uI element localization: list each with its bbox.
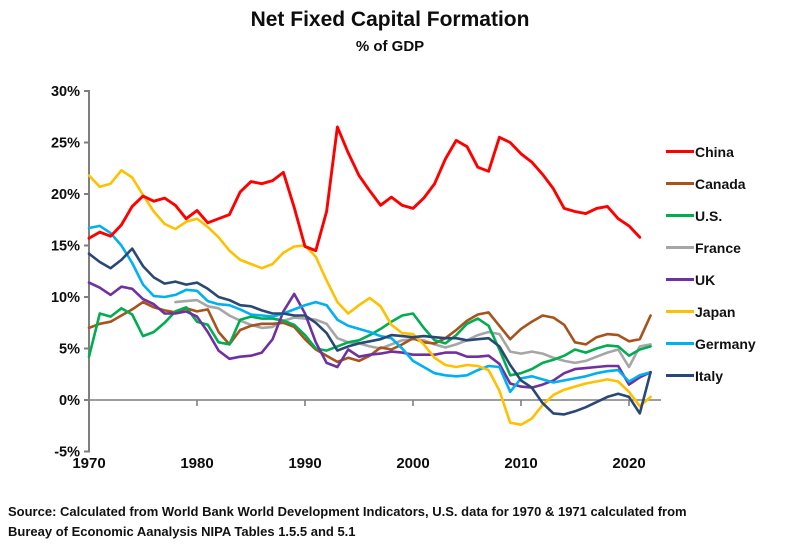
series-line-china bbox=[87, 125, 642, 253]
legend-line-swatch-china bbox=[666, 150, 694, 153]
x-axis-tick-label: 2000 bbox=[396, 455, 429, 472]
series-line-us bbox=[87, 305, 652, 377]
legend-item-japan: Japan bbox=[666, 301, 756, 322]
source-line-2: Bureay of Economic Aanalysis NIPA Tables… bbox=[8, 524, 356, 539]
legend-item-us: U.S. bbox=[666, 205, 756, 226]
legend-line-swatch-italy bbox=[666, 374, 694, 377]
chart-subtitle: % of GDP bbox=[355, 38, 425, 55]
legend-label-china: China bbox=[695, 143, 734, 160]
x-axis-tick-label: 2010 bbox=[504, 455, 537, 472]
y-axis-tick-label: 20% bbox=[51, 187, 80, 203]
legend-label-canada: Canada bbox=[695, 175, 746, 192]
x-axis-tick-label: 1970 bbox=[72, 455, 105, 472]
legend-item-germany: Germany bbox=[666, 333, 756, 354]
y-axis-tick-label: 30% bbox=[51, 84, 80, 100]
series-line-japan bbox=[87, 169, 652, 427]
chart-title: Net Fixed Capital Formation bbox=[250, 8, 530, 31]
x-axis-tick-label: 2020 bbox=[612, 455, 645, 472]
y-axis-tick-label: -5% bbox=[54, 445, 80, 461]
series-line-uk bbox=[87, 281, 652, 389]
legend-item-italy: Italy bbox=[666, 365, 756, 386]
y-axis-tick-label: 0% bbox=[59, 393, 80, 409]
legend-line-swatch-france bbox=[666, 246, 694, 249]
legend-line-swatch-japan bbox=[666, 310, 694, 313]
series-line-germany bbox=[87, 224, 652, 394]
legend: China Canada U.S. France UK Japan Germany Italy bbox=[666, 141, 756, 397]
legend-label-us: U.S. bbox=[695, 207, 723, 224]
legend-line-swatch-canada bbox=[666, 182, 694, 185]
source-line-1: Source: Calculated from World Bank World… bbox=[8, 504, 687, 519]
legend-label-japan: Japan bbox=[695, 303, 736, 320]
legend-label-italy: Italy bbox=[695, 367, 724, 384]
y-axis-tick-label: 10% bbox=[51, 290, 80, 306]
legend-line-swatch-uk bbox=[666, 278, 694, 281]
y-axis-tick-label: 5% bbox=[59, 342, 80, 358]
source-note: Source: Calculated from World Bank World… bbox=[8, 502, 792, 542]
legend-line-swatch-us bbox=[666, 214, 694, 217]
legend-line-swatch-germany bbox=[666, 342, 694, 345]
legend-item-china: China bbox=[666, 141, 756, 162]
legend-label-germany: Germany bbox=[695, 335, 756, 352]
x-axis-tick-label: 1990 bbox=[288, 455, 321, 472]
y-axis-tick-label: 15% bbox=[51, 239, 80, 255]
series-line-italy bbox=[87, 247, 652, 416]
legend-label-france: France bbox=[695, 239, 741, 256]
legend-item-uk: UK bbox=[666, 269, 756, 290]
y-axis-tick-label: 25% bbox=[51, 136, 80, 152]
legend-label-uk: UK bbox=[695, 271, 716, 288]
legend-item-france: France bbox=[666, 237, 756, 258]
legend-item-canada: Canada bbox=[666, 173, 756, 194]
x-axis-tick-label: 1980 bbox=[180, 455, 213, 472]
